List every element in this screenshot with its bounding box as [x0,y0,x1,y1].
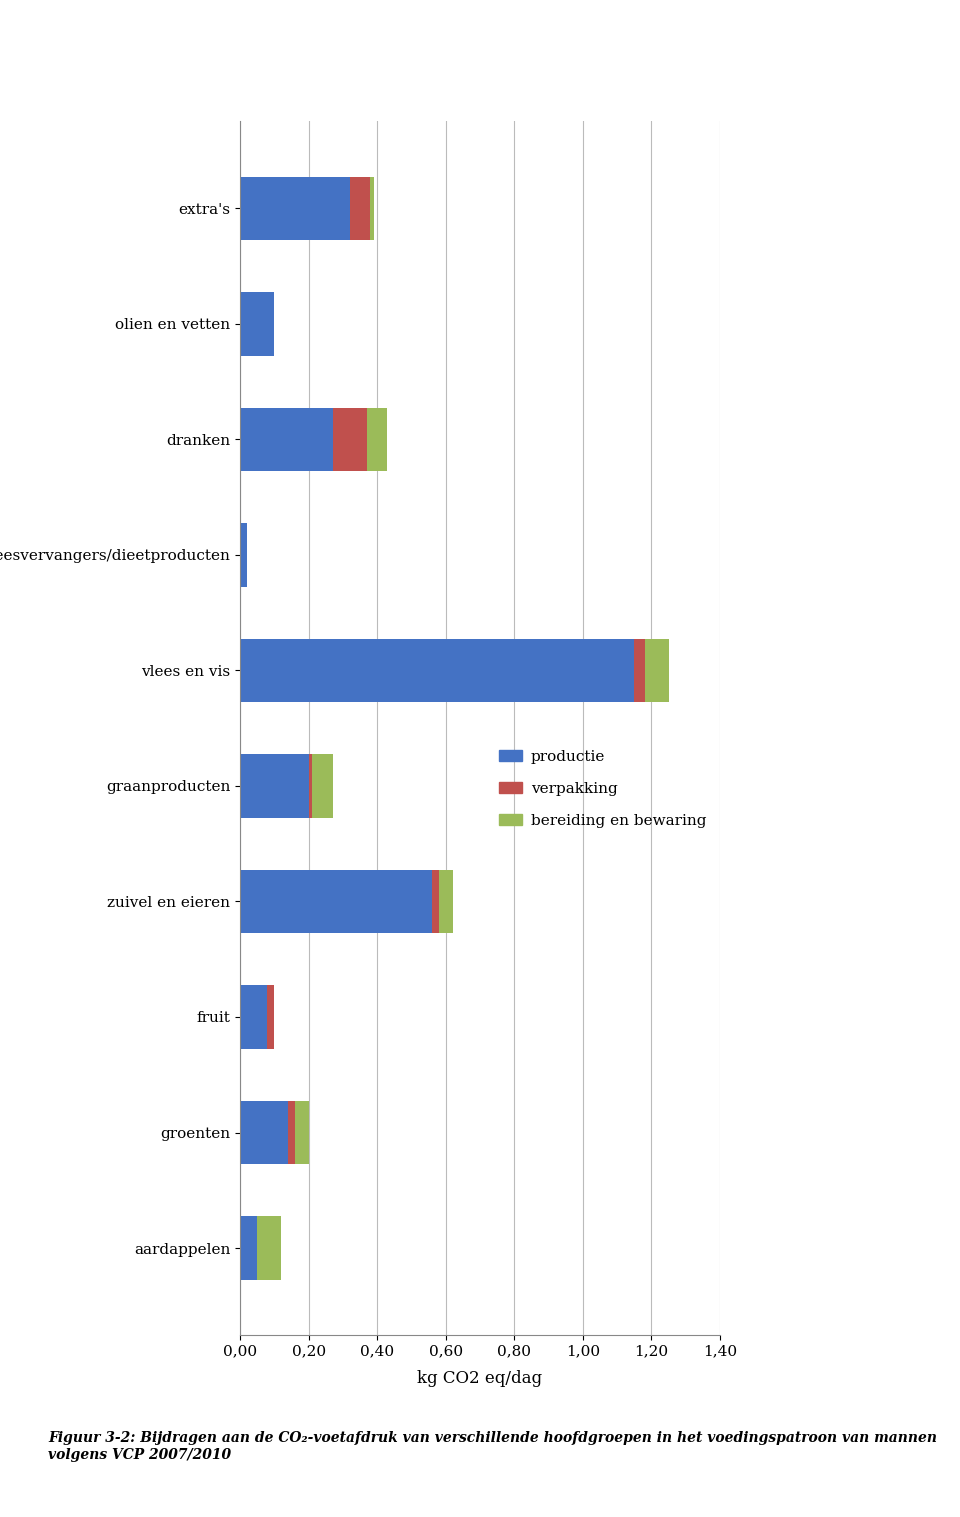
X-axis label: kg CO2 eq/dag: kg CO2 eq/dag [418,1370,542,1387]
Bar [349,176,371,240]
Bar [288,1101,295,1164]
Bar [439,869,452,933]
Bar [257,1217,281,1280]
Bar [644,639,668,702]
Bar [240,293,275,355]
Bar [268,985,275,1048]
Bar [312,754,332,818]
Bar [432,869,439,933]
Bar [240,639,635,702]
Bar [240,869,432,933]
Bar [308,754,312,818]
Bar [240,176,349,240]
Bar [240,985,268,1048]
Bar [371,176,373,240]
Bar [240,523,247,587]
Bar [635,639,644,702]
Bar [240,754,308,818]
Bar [240,408,332,472]
Bar [332,408,367,472]
Bar [367,408,388,472]
Bar [240,1101,288,1164]
Bar [295,1101,308,1164]
Bar [240,1217,257,1280]
Legend: productie, verpakking, bereiding en bewaring: productie, verpakking, bereiding en bewa… [492,743,712,834]
Text: Figuur 3-2: Bijdragen aan de CO₂-voetafdruk van verschillende hoofdgroepen in he: Figuur 3-2: Bijdragen aan de CO₂-voetafd… [48,1432,937,1461]
